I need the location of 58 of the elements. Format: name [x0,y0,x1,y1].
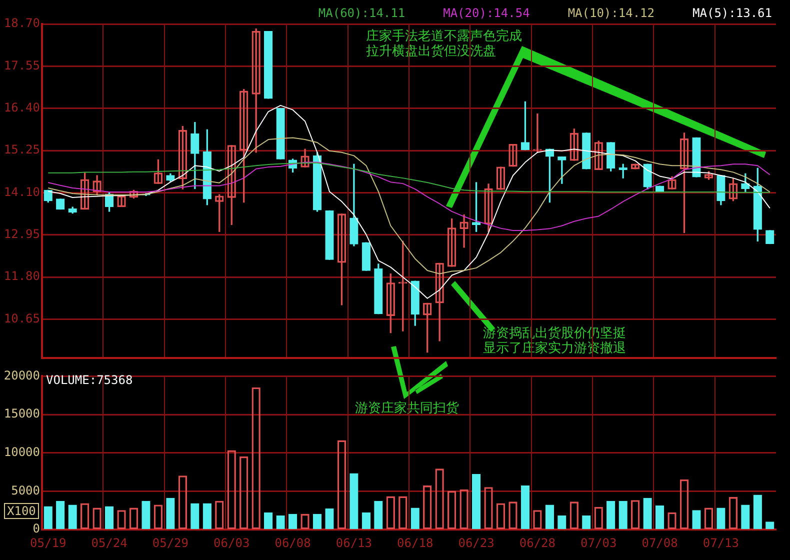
bar [472,474,481,530]
text: MA(5):13.61 [692,6,772,20]
y-tick-label: 10.65 [4,311,40,326]
x-tick-label: 05/19 [30,536,66,550]
text: X100 [4,503,39,519]
y-tick-label: 20000 [4,368,40,382]
bar [753,494,762,530]
y-tick-label: 18.70 [4,16,40,30]
candlestick [508,144,518,167]
bar [643,498,652,530]
text: MA(60):14.11 [318,6,406,20]
y-tick-label: 10000 [4,445,40,460]
bar [520,486,530,530]
y-tick-label: 12.95 [4,227,40,242]
bar [166,498,175,530]
bar [692,510,701,530]
bar [190,503,200,530]
text: MA(20):14.54 [443,6,530,20]
x-tick-label: 05/24 [91,536,128,550]
x-tick-label: 07/13 [702,536,740,550]
bar [410,508,420,530]
y-tick-label: 5000 [11,483,40,498]
annotation: VOLUME:75368 [46,373,133,387]
bar [606,500,616,530]
bar [142,500,150,530]
y-tick-label: 15000 [4,406,40,421]
x-tick-label: 06/23 [458,536,494,550]
x-tick-label: 06/28 [519,536,556,550]
bar [44,506,52,530]
bar [312,514,322,530]
bar [350,473,358,530]
y-tick-label: 15.25 [4,142,40,157]
x-tick-label: 06/13 [336,536,372,550]
bar [104,506,114,530]
x-tick-label: 06/08 [274,536,311,550]
y-tick-label: 17.55 [4,58,40,72]
bar [202,503,212,530]
bar [716,508,726,530]
bar [374,500,383,530]
bar [655,505,664,530]
bar [264,512,273,530]
bar [741,504,750,530]
y-tick-label: 0 [32,522,40,536]
y-tick-label: 16.40 [4,100,40,114]
x-tick-label: 07/03 [580,536,617,550]
x-tick-label: 05/29 [152,536,189,550]
x-tick-label: 06/03 [214,536,250,550]
bar [68,504,77,530]
y-tick-label: 14.10 [4,184,40,199]
bar [362,512,371,530]
bar [618,500,628,530]
text: MA(10):14.12 [568,6,655,20]
bar [288,514,298,530]
x-tick-label: 06/18 [397,536,434,550]
bar [325,508,334,530]
x-tick-label: 07/08 [642,536,678,550]
y-tick-label: 11.80 [4,269,40,284]
bar [545,504,554,530]
